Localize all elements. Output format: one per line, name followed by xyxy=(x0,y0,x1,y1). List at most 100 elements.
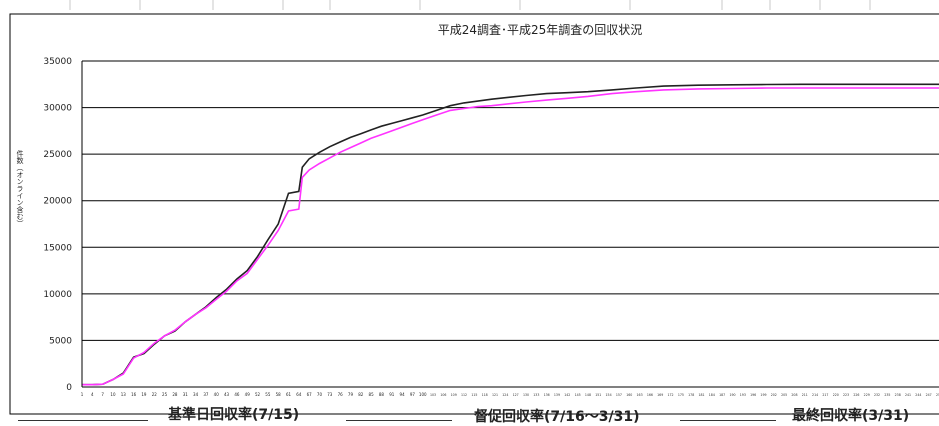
x-tick-label-94: 94 xyxy=(400,392,406,397)
x-tick-label-70: 70 xyxy=(317,392,323,397)
x-axis-ticks: 1 4 7 10 13 16 19 22 25 28 31 34 37 40 43 46 49 52 55 58 61 6… xyxy=(81,392,939,397)
y-axis-label: 件数（オンライン含む） xyxy=(16,150,24,227)
x-tick-label-211: 211 xyxy=(802,393,808,397)
x-tick-label-145: 145 xyxy=(575,393,581,397)
y-tick-label-15000: 15000 xyxy=(43,243,72,253)
x-tick-label-28: 28 xyxy=(172,392,178,397)
x-tick-label-85: 85 xyxy=(369,392,375,397)
x-tick-label-100: 100 xyxy=(419,392,427,397)
phase-divider-3 xyxy=(680,420,776,421)
x-tick-label-154: 154 xyxy=(606,393,612,397)
x-tick-label-64: 64 xyxy=(296,392,302,397)
y-tick-label-30000: 30000 xyxy=(43,104,72,114)
x-tick-label-115: 115 xyxy=(471,393,477,397)
x-tick-label-118: 118 xyxy=(482,393,488,397)
x-tick-label-52: 52 xyxy=(255,392,261,397)
x-tick-label-82: 82 xyxy=(358,392,364,397)
x-tick-label-67: 67 xyxy=(307,392,313,397)
x-tick-label-46: 46 xyxy=(234,392,240,397)
x-tick-label-31: 31 xyxy=(183,392,189,397)
x-tick-label-166: 166 xyxy=(647,393,653,397)
y-tick-label-35000: 35000 xyxy=(43,57,72,67)
chart-area-border xyxy=(9,13,939,415)
y-tick-label-0: 0 xyxy=(66,383,72,393)
x-tick-label-190: 190 xyxy=(729,393,735,397)
x-tick-label-175: 175 xyxy=(678,393,684,397)
x-tick-label-22: 22 xyxy=(152,392,158,397)
x-tick-label-223: 223 xyxy=(843,393,849,397)
x-tick-label-235: 235 xyxy=(884,393,890,397)
x-tick-label-7: 7 xyxy=(101,392,104,397)
x-tick-label-88: 88 xyxy=(379,392,385,397)
x-tick-label-199: 199 xyxy=(760,393,766,397)
x-tick-label-139: 139 xyxy=(554,393,560,397)
x-tick-label-34: 34 xyxy=(193,392,199,397)
y-tick-label-10000: 10000 xyxy=(43,290,72,300)
x-tick-label-169: 169 xyxy=(657,393,663,397)
x-tick-label-163: 163 xyxy=(637,393,643,397)
y-tick-label-20000: 20000 xyxy=(43,197,72,207)
x-tick-label-121: 121 xyxy=(492,393,498,397)
x-tick-label-16: 16 xyxy=(131,392,137,397)
x-tick-label-202: 202 xyxy=(771,393,777,397)
x-tick-label-208: 208 xyxy=(791,393,797,397)
x-tick-label-49: 49 xyxy=(245,392,251,397)
phase-label-reminder: 督促回収率(7/16～3/31) xyxy=(474,409,640,425)
x-tick-label-76: 76 xyxy=(338,392,344,397)
x-tick-label-19: 19 xyxy=(141,392,147,397)
x-tick-label-133: 133 xyxy=(533,393,539,397)
x-tick-label-10: 10 xyxy=(110,392,116,397)
series-group xyxy=(82,83,939,386)
phase-label-base: 基準日回収率(7/15) xyxy=(168,407,300,423)
x-tick-label-205: 205 xyxy=(781,393,787,397)
x-tick-label-148: 148 xyxy=(585,393,591,397)
x-tick-label-184: 184 xyxy=(709,393,715,397)
x-tick-label-214: 214 xyxy=(812,393,818,397)
x-tick-label-109: 109 xyxy=(451,393,457,397)
x-tick-label-151: 151 xyxy=(595,393,601,397)
x-tick-label-112: 112 xyxy=(461,393,467,397)
x-tick-label-91: 91 xyxy=(389,392,395,397)
x-tick-label-187: 187 xyxy=(719,393,725,397)
x-tick-label-238: 238 xyxy=(895,393,901,397)
sheet-grid xyxy=(69,0,871,10)
x-tick-label-103: 103 xyxy=(430,393,436,397)
y-tick-label-5000: 5000 xyxy=(49,336,72,346)
x-tick-label-217: 217 xyxy=(822,393,828,397)
x-tick-label-196: 196 xyxy=(750,393,756,397)
series-line-2 xyxy=(82,87,939,386)
y-axis-ticks: 0 5000 10000 15000 20000 25000 30000 35000 xyxy=(43,57,72,393)
x-tick-label-232: 232 xyxy=(874,393,880,397)
gridlines xyxy=(82,60,939,341)
x-tick-label-229: 229 xyxy=(864,393,870,397)
phase-label-final: 最終回収率(3/31) xyxy=(792,408,910,424)
phase-divider-1 xyxy=(18,420,148,421)
y-tick-label-25000: 25000 xyxy=(43,150,72,160)
x-tick-label-142: 142 xyxy=(564,393,570,397)
chart-title: 平成24調査･平成25年調査の回収状況 xyxy=(438,22,643,37)
x-tick-label-160: 160 xyxy=(626,393,632,397)
x-tick-label-25: 25 xyxy=(162,392,168,397)
x-tick-label-172: 172 xyxy=(667,393,673,397)
x-tick-label-157: 157 xyxy=(616,393,622,397)
x-tick-label-13: 13 xyxy=(121,392,127,397)
x-tick-label-178: 178 xyxy=(688,393,694,397)
x-tick-label-1: 1 xyxy=(81,392,84,397)
x-tick-label-97: 97 xyxy=(410,392,416,397)
x-tick-label-244: 244 xyxy=(915,393,921,397)
x-tick-label-136: 136 xyxy=(544,393,550,397)
x-tick-label-220: 220 xyxy=(833,393,839,397)
x-tick-label-79: 79 xyxy=(348,392,354,397)
x-tick-label-4: 4 xyxy=(91,392,94,397)
x-tick-label-40: 40 xyxy=(214,392,220,397)
phase-divider-2 xyxy=(346,420,452,421)
x-tick-label-73: 73 xyxy=(327,392,333,397)
x-tick-label-250: 250 xyxy=(936,393,939,397)
x-tick-label-226: 226 xyxy=(853,393,859,397)
x-tick-label-241: 241 xyxy=(905,393,911,397)
x-tick-label-58: 58 xyxy=(276,392,282,397)
x-tick-label-43: 43 xyxy=(224,392,230,397)
x-tick-label-247: 247 xyxy=(926,393,932,397)
x-tick-label-124: 124 xyxy=(502,393,508,397)
